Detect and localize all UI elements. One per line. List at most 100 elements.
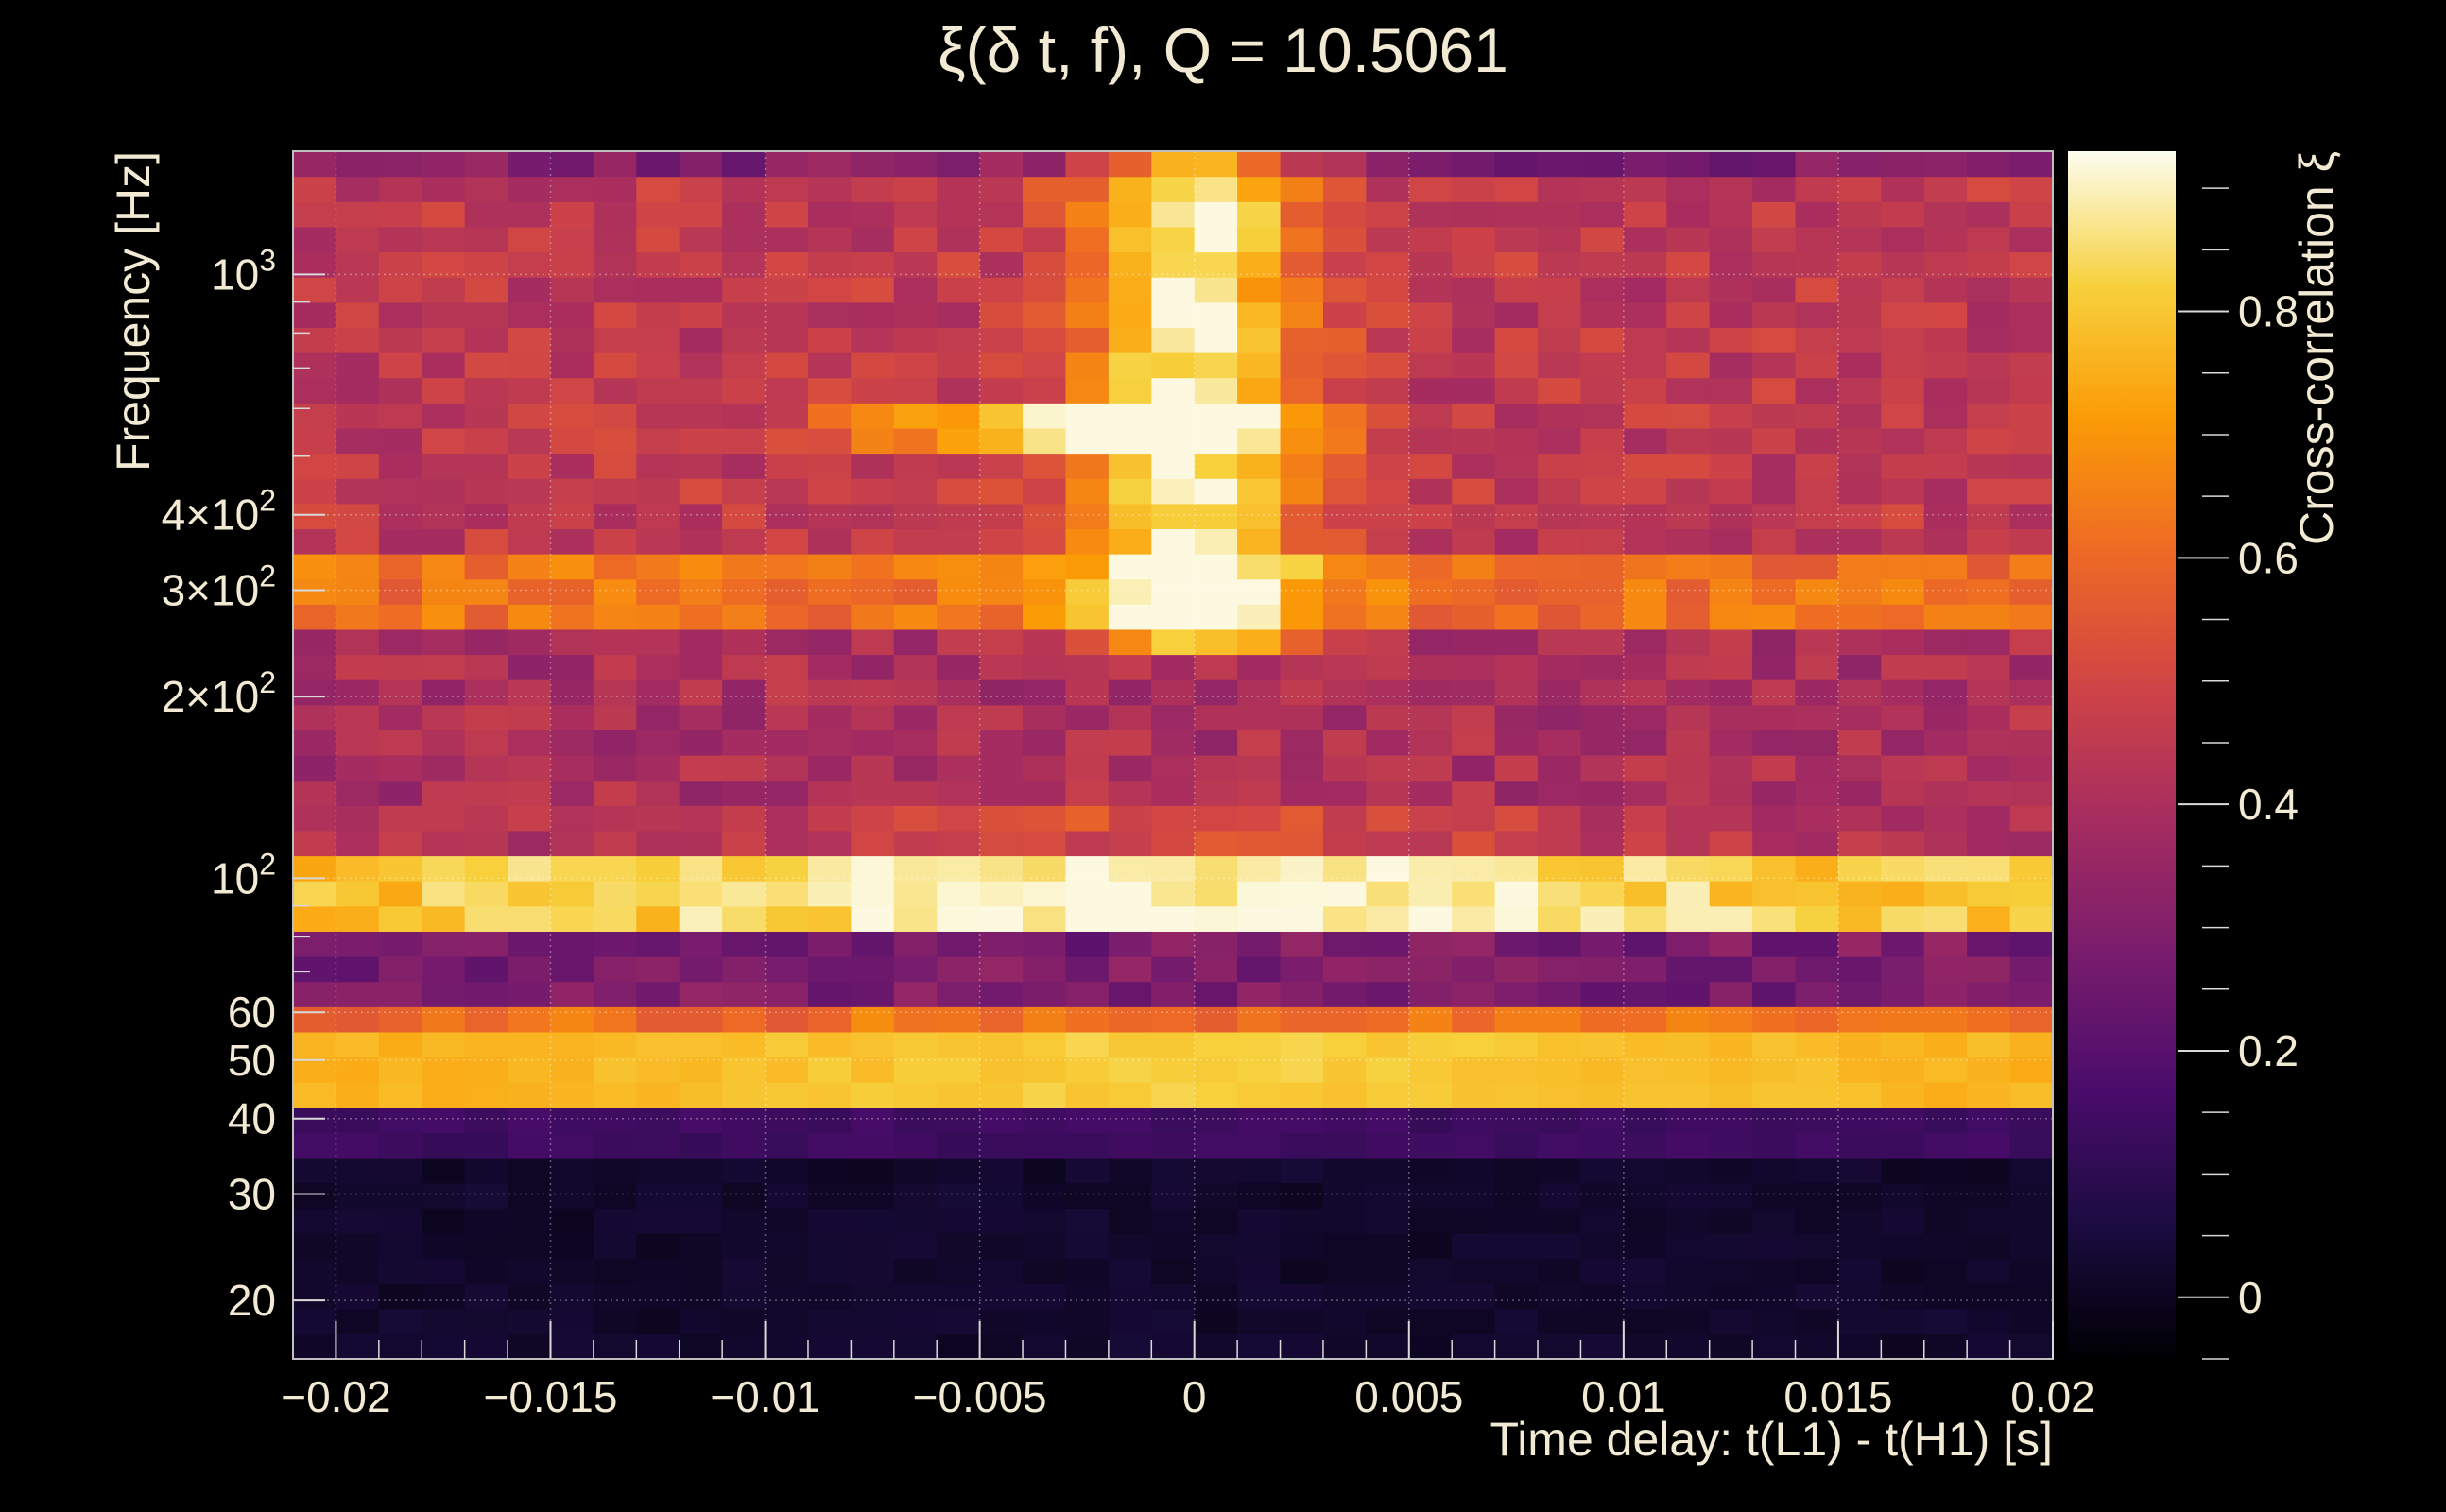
- heatmap-cell: [979, 1208, 1024, 1234]
- heatmap-cell: [1967, 1208, 2011, 1234]
- heatmap-cell: [893, 1308, 938, 1334]
- heatmap-cell: [1452, 628, 1496, 656]
- heatmap-cell: [550, 1158, 594, 1184]
- heatmap-cell: [1666, 201, 1711, 228]
- heatmap-cell: [1967, 1232, 2011, 1260]
- heatmap-cell: [807, 1208, 852, 1234]
- heatmap-cell: [422, 1132, 466, 1159]
- heatmap-cell: [1065, 478, 1110, 505]
- heatmap-cell: [636, 931, 680, 957]
- heatmap-cell: [1752, 830, 1797, 857]
- heatmap-cell: [1967, 403, 2011, 429]
- heatmap-cell: [979, 176, 1024, 202]
- heatmap-cell: [1967, 830, 2011, 857]
- heatmap-cell: [1538, 755, 1582, 782]
- heatmap-cell: [593, 201, 637, 228]
- heatmap-cell: [378, 578, 422, 605]
- heatmap-cell: [293, 528, 337, 555]
- heatmap-cell: [1452, 679, 1496, 706]
- heatmap-cell: [1452, 226, 1496, 253]
- heatmap-cell: [550, 453, 594, 479]
- heatmap-cell: [1923, 226, 1968, 253]
- heatmap-cell: [1194, 604, 1238, 630]
- heatmap-cell: [1881, 604, 1925, 630]
- heatmap-cell: [2009, 226, 2054, 253]
- heatmap-cell: [1151, 1232, 1196, 1260]
- heatmap-cell: [851, 554, 895, 580]
- heatmap-cell: [893, 176, 938, 202]
- heatmap-cell: [1108, 1158, 1152, 1184]
- heatmap-cell: [1194, 1031, 1238, 1058]
- heatmap-cell: [1322, 1232, 1367, 1260]
- heatmap-cell: [508, 478, 552, 505]
- heatmap-cell: [422, 1258, 466, 1284]
- heatmap-cell: [1967, 704, 2011, 730]
- heatmap-cell: [979, 604, 1024, 630]
- heatmap-cell: [851, 855, 895, 882]
- heatmap-cell: [1666, 578, 1711, 605]
- heatmap-cell: [378, 1082, 422, 1108]
- heatmap-cell: [508, 905, 552, 932]
- heatmap-cell: [1322, 780, 1367, 806]
- heatmap-cell: [1795, 1182, 1839, 1209]
- heatmap-cell: [1408, 679, 1453, 706]
- heatmap-cell: [765, 1107, 809, 1133]
- heatmap-cell: [1623, 1006, 1667, 1033]
- heatmap-cell: [550, 201, 594, 228]
- heatmap-cell: [1065, 881, 1110, 907]
- heatmap-cell: [1452, 301, 1496, 328]
- heatmap-cell: [1580, 780, 1625, 806]
- heatmap-cell: [979, 1308, 1024, 1334]
- heatmap-cell: [2009, 855, 2054, 882]
- heatmap-cell: [1580, 1308, 1625, 1334]
- heatmap-cell: [1366, 403, 1410, 429]
- heatmap-cell: [1538, 905, 1582, 932]
- heatmap-cell: [1065, 1158, 1110, 1184]
- heatmap-cell: [1837, 1232, 1882, 1260]
- heatmap-cell: [636, 956, 680, 983]
- heatmap-cell: [508, 277, 552, 303]
- heatmap-cell: [422, 604, 466, 630]
- heatmap-cell: [508, 1057, 552, 1083]
- heatmap-cell: [1881, 427, 1925, 455]
- heatmap-cell: [1623, 478, 1667, 505]
- heatmap-cell: [1881, 730, 1925, 756]
- heatmap-cell: [1923, 377, 1968, 404]
- heatmap-cell: [1837, 1333, 1882, 1360]
- heatmap-cell: [1752, 1132, 1797, 1159]
- heatmap-cell: [1709, 427, 1753, 455]
- heatmap-cell: [1366, 604, 1410, 630]
- heatmap-cell: [722, 1031, 767, 1058]
- heatmap-cell: [508, 403, 552, 429]
- heatmap-cell: [508, 830, 552, 857]
- heatmap-cell: [765, 251, 809, 278]
- heatmap-cell: [893, 427, 938, 455]
- heatmap-cell: [550, 805, 594, 832]
- heatmap-cell: [1023, 251, 1067, 278]
- heatmap-cell: [1065, 226, 1110, 253]
- heatmap-cell: [1837, 981, 1882, 1007]
- heatmap-cell: [2009, 881, 2054, 907]
- heatmap-cell: [1322, 377, 1367, 404]
- heatmap-cell: [1967, 251, 2011, 278]
- heatmap-cell: [1881, 251, 1925, 278]
- heatmap-cell: [508, 755, 552, 782]
- heatmap-cell: [1666, 1107, 1711, 1133]
- heatmap-cell: [1108, 427, 1152, 455]
- heatmap-cell: [550, 277, 594, 303]
- heatmap-cell: [1837, 403, 1882, 429]
- heatmap-cell: [464, 201, 508, 228]
- heatmap-cell: [1151, 1208, 1196, 1234]
- heatmap-cell: [1237, 1232, 1282, 1260]
- heatmap-cell: [422, 277, 466, 303]
- heatmap-cell: [1795, 1132, 1839, 1159]
- heatmap-cell: [636, 277, 680, 303]
- heatmap-cell: [765, 981, 809, 1007]
- heatmap-cell: [807, 554, 852, 580]
- heatmap-cell: [1538, 1232, 1582, 1260]
- heatmap-cell: [336, 301, 380, 328]
- heatmap-cell: [1280, 1132, 1324, 1159]
- heatmap-cell: [293, 628, 337, 656]
- heatmap-cell: [1752, 1308, 1797, 1334]
- heatmap-cell: [1538, 780, 1582, 806]
